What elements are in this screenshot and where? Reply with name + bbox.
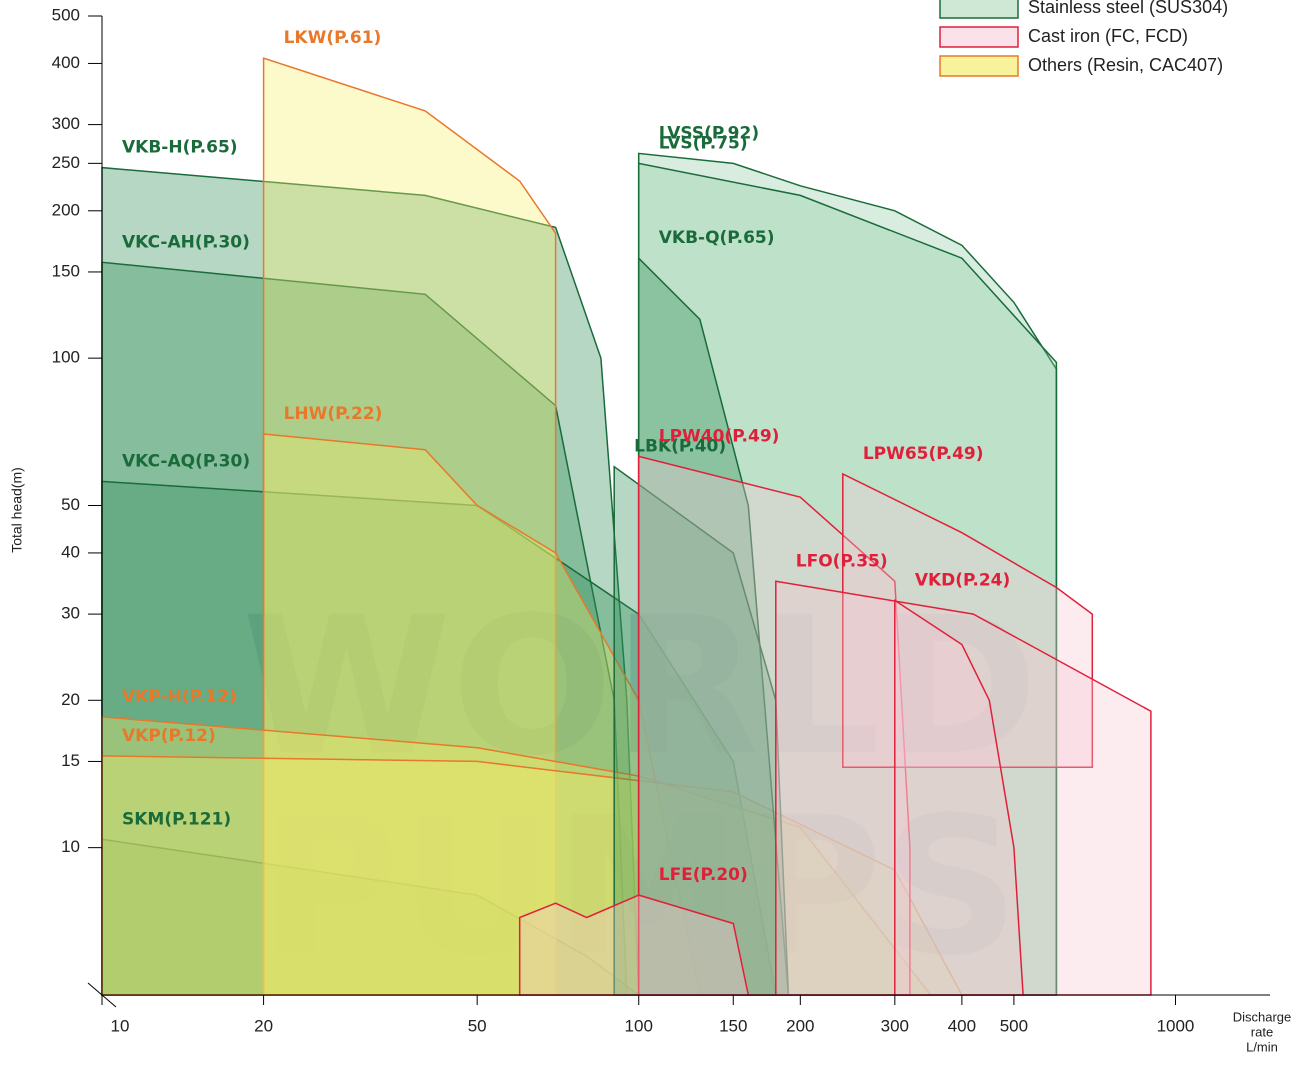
region-label: LVS(P.75): [659, 133, 748, 153]
y-tick-label: 400: [52, 53, 80, 72]
region-label: VKB-Q(P.65): [659, 228, 775, 248]
legend-swatch: [939, 55, 1019, 77]
x-axis-title: Discharge: [1233, 1009, 1292, 1024]
region-label: VKP-H(P.12): [122, 687, 237, 707]
y-tick-label: 20: [61, 690, 80, 709]
y-tick-label: 40: [61, 542, 80, 561]
x-tick-label: 500: [1000, 1016, 1028, 1035]
y-tick-label: 10: [61, 837, 80, 856]
region: [842, 472, 1094, 768]
region-label: LHW(P.22): [284, 404, 383, 424]
y-tick-label: 15: [61, 751, 80, 770]
x-tick-label: 10: [111, 1016, 130, 1035]
legend-swatch: [939, 26, 1019, 48]
legend-swatch: [939, 0, 1019, 19]
x-tick-label: 150: [719, 1016, 747, 1035]
x-tick-label: 300: [881, 1016, 909, 1035]
region-label: LPW65(P.49): [863, 444, 984, 464]
y-tick-label: 50: [61, 495, 80, 514]
y-tick-label: 200: [52, 200, 80, 219]
y-tick-label: 300: [52, 114, 80, 133]
region-label: VKP(P.12): [122, 726, 216, 746]
x-tick-label: 1000: [1157, 1016, 1195, 1035]
region: [518, 894, 750, 996]
legend-label: Stainless steel (SUS304): [1028, 0, 1228, 17]
legend-label: Others (Resin, CAC407): [1028, 55, 1223, 75]
region: [101, 166, 640, 996]
legend-label: Cast iron (FC, FCD): [1028, 26, 1188, 46]
region: [262, 433, 701, 996]
region-label: VKC-AQ(P.30): [122, 451, 250, 471]
region-label: LKW(P.61): [284, 28, 382, 48]
x-axis-title: rate: [1251, 1024, 1273, 1039]
x-tick-label: 200: [786, 1016, 814, 1035]
x-tick-label: 100: [625, 1016, 653, 1035]
y-tick-label: 500: [52, 5, 80, 24]
x-axis-title: L/min: [1246, 1039, 1278, 1054]
x-tick-label: 50: [468, 1016, 487, 1035]
y-tick-label: 150: [52, 261, 80, 280]
region-label: LBK(P.40): [634, 437, 726, 457]
region-label: VKC-AH(P.30): [122, 232, 250, 252]
region-label: VKD(P.24): [915, 570, 1010, 590]
region-label: LFE(P.20): [659, 865, 748, 885]
y-axis-title: Total head(m): [9, 467, 25, 553]
x-tick-label: 400: [948, 1016, 976, 1035]
y-tick-label: 100: [52, 348, 80, 367]
region-label: LFO(P.35): [796, 551, 888, 571]
region-label: SKM(P.121): [122, 809, 231, 829]
y-tick-label: 250: [52, 153, 80, 172]
y-tick-label: 30: [61, 604, 80, 623]
region-label: VKB-H(P.65): [122, 138, 238, 158]
watermark: PUMPS: [261, 776, 1020, 997]
x-tick-label: 20: [254, 1016, 273, 1035]
region-label: LVSS(P.92): [659, 123, 759, 143]
region-label: LPW40(P.49): [659, 426, 780, 446]
